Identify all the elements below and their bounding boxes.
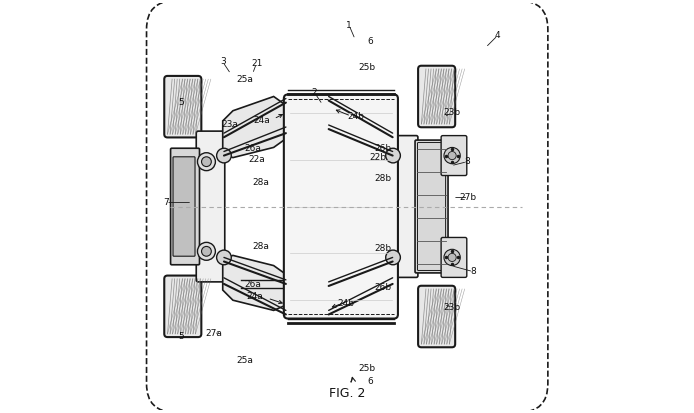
Text: 6: 6: [368, 377, 373, 386]
Circle shape: [448, 152, 456, 160]
Text: 2: 2: [312, 88, 317, 97]
Text: 8: 8: [464, 157, 470, 166]
Text: 23a: 23a: [221, 120, 239, 129]
Text: 27a: 27a: [205, 329, 222, 338]
Text: 22b: 22b: [369, 153, 386, 162]
Text: 24a: 24a: [246, 292, 263, 301]
FancyBboxPatch shape: [196, 131, 225, 282]
Text: 5: 5: [178, 332, 184, 342]
FancyBboxPatch shape: [164, 76, 201, 138]
FancyBboxPatch shape: [441, 135, 467, 176]
Text: 4: 4: [495, 31, 500, 40]
Text: 21: 21: [251, 59, 262, 68]
Circle shape: [444, 249, 460, 266]
Text: 25a: 25a: [236, 75, 253, 84]
FancyBboxPatch shape: [171, 148, 199, 265]
Polygon shape: [223, 97, 288, 158]
Circle shape: [217, 148, 231, 163]
Text: 28a: 28a: [252, 242, 269, 251]
Circle shape: [217, 250, 231, 265]
Text: 23b: 23b: [443, 303, 461, 312]
FancyBboxPatch shape: [392, 135, 418, 278]
Circle shape: [386, 250, 400, 265]
FancyBboxPatch shape: [173, 157, 195, 256]
Text: 24b: 24b: [338, 299, 355, 308]
Text: 26a: 26a: [244, 280, 261, 289]
Circle shape: [386, 148, 400, 163]
Polygon shape: [223, 255, 288, 311]
Text: 7: 7: [163, 198, 169, 207]
Text: 25b: 25b: [358, 364, 375, 373]
Text: 26b: 26b: [374, 144, 391, 153]
Text: 8: 8: [471, 267, 476, 276]
FancyBboxPatch shape: [164, 275, 201, 337]
FancyBboxPatch shape: [284, 95, 398, 318]
Text: 28b: 28b: [374, 174, 391, 183]
Text: 3: 3: [220, 57, 226, 66]
Polygon shape: [329, 255, 394, 311]
Text: 1: 1: [346, 21, 352, 30]
Circle shape: [198, 153, 215, 171]
Text: 5: 5: [178, 98, 184, 107]
Text: 28a: 28a: [252, 178, 269, 188]
Polygon shape: [329, 97, 394, 158]
FancyBboxPatch shape: [441, 237, 467, 278]
Text: 26a: 26a: [244, 144, 261, 153]
Circle shape: [448, 253, 456, 261]
Text: 22a: 22a: [248, 155, 265, 164]
Text: 25b: 25b: [358, 63, 375, 71]
Circle shape: [201, 157, 211, 166]
Text: 23b: 23b: [443, 108, 461, 117]
Text: 27b: 27b: [460, 193, 477, 202]
FancyBboxPatch shape: [415, 140, 448, 273]
Circle shape: [201, 247, 211, 256]
FancyBboxPatch shape: [418, 66, 455, 127]
Text: 28b: 28b: [374, 244, 391, 253]
Text: 24a: 24a: [253, 116, 270, 125]
Text: 25a: 25a: [236, 356, 253, 365]
Text: FIG. 2: FIG. 2: [329, 387, 365, 401]
Text: 6: 6: [368, 37, 373, 46]
Circle shape: [444, 147, 460, 164]
Text: 26b: 26b: [374, 282, 391, 292]
Circle shape: [198, 242, 215, 260]
Text: 24b: 24b: [348, 112, 364, 121]
FancyBboxPatch shape: [418, 286, 455, 347]
